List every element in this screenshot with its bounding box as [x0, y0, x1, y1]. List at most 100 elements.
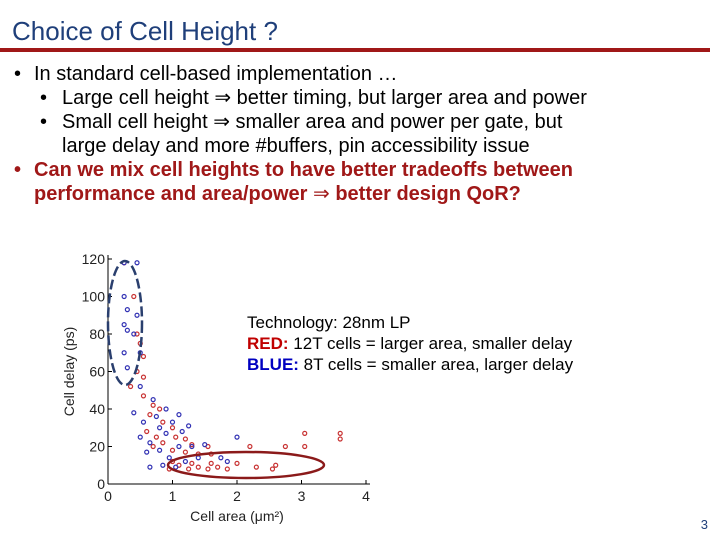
blue-series-point — [157, 425, 163, 431]
red-series-point — [337, 430, 343, 436]
blue-highlight-ellipse — [106, 259, 144, 387]
bullet-list: • In standard cell-based implementation … — [0, 62, 720, 206]
blue-series-point — [140, 419, 147, 425]
chart-marks — [121, 260, 343, 472]
technology-line: Technology: 28nm LP — [247, 313, 411, 332]
x-axis-label: Cell area (μm²) — [190, 508, 284, 524]
blue-series-point — [224, 458, 230, 465]
red-series-point — [189, 460, 195, 466]
blue-series-point — [176, 412, 182, 418]
red-series-point — [150, 402, 156, 408]
red-series-point — [169, 425, 176, 431]
red-series-point — [273, 462, 279, 468]
y-tick-label: 100 — [82, 289, 106, 305]
red-legend-line: RED: 12T cells = larger area, smaller de… — [247, 333, 573, 354]
red-series-point — [195, 464, 201, 470]
blue-series-point — [147, 440, 153, 446]
blue-series-point — [121, 293, 127, 300]
x-tick-label: 4 — [362, 488, 370, 504]
blue-legend-label: BLUE: — [247, 355, 299, 374]
red-series-point — [182, 449, 188, 455]
red-series-point — [160, 440, 166, 446]
blue-series-point — [179, 428, 185, 435]
blue-series-point — [153, 413, 159, 420]
blue-series-point — [124, 365, 130, 371]
implies-arrow-icon: ⇒ — [213, 111, 230, 133]
blue-series-point — [124, 307, 130, 313]
red-series-point — [127, 383, 134, 390]
red-series-point — [147, 412, 153, 418]
red-series-point — [173, 434, 179, 440]
x-tick-label: 2 — [233, 488, 241, 504]
blue-series-point — [121, 350, 127, 356]
bullet-1-1-post: better timing, but larger area and power — [236, 87, 587, 109]
y-tick-label: 60 — [89, 364, 105, 380]
scatter-chart: 0 1 2 3 4 0 20 40 60 80 100 120 Cell area (μm²) Cell … — [0, 240, 720, 540]
red-series-point — [169, 447, 176, 453]
blue-series-point — [131, 410, 137, 416]
red-series-point — [269, 466, 276, 472]
y-tick-label: 80 — [89, 326, 105, 342]
blue-series-point — [173, 464, 179, 470]
bullet-2-post: better design QoR? — [335, 183, 521, 205]
chart-highlight-ellipses — [106, 259, 326, 480]
blue-series-point — [163, 406, 169, 412]
x-tick-label: 1 — [169, 488, 177, 504]
red-series-point — [140, 353, 147, 360]
blue-series-point — [137, 383, 143, 390]
blue-series-point — [182, 458, 188, 465]
red-series-point — [247, 443, 253, 450]
bullet-1-text: In standard cell-based implementation … — [34, 63, 398, 85]
red-series-point — [186, 466, 192, 472]
red-series-point — [215, 464, 221, 470]
red-series-point — [224, 466, 230, 472]
blue-series-point — [131, 331, 137, 337]
bullet-2: • Can we mix cell heights to have better… — [0, 158, 720, 206]
bullet-2-pre: performance and area/power — [34, 183, 308, 205]
blue-series-point — [234, 434, 240, 440]
blue-series-point — [137, 434, 143, 440]
bullet-1-1-pre: Large cell height — [62, 87, 209, 109]
red-series-point — [234, 460, 240, 466]
technology-notes: Technology: 28nm LP RED: 12T cells = lar… — [247, 312, 573, 375]
bullet-1-2-line2: large delay and more #buffers, pin acces… — [62, 135, 530, 157]
y-tick-label: 40 — [89, 401, 105, 417]
blue-series-point — [147, 464, 153, 470]
bullet-1: • In standard cell-based implementation … — [0, 62, 720, 86]
bullet-1-2-pre: Small cell height — [62, 111, 208, 133]
red-series-point — [140, 374, 147, 380]
page-number: 3 — [700, 517, 708, 532]
red-series-point — [208, 460, 214, 466]
blue-series-point — [134, 312, 140, 318]
red-series-point — [302, 430, 308, 436]
blue-series-point — [176, 443, 182, 450]
red-series-point — [253, 464, 259, 470]
bullet-1-2-post: smaller area and power per gate, but — [235, 111, 563, 133]
red-series-point — [205, 466, 211, 472]
implies-arrow-icon: ⇒ — [313, 183, 330, 205]
red-legend-label: RED: — [247, 334, 289, 353]
y-tick-label: 0 — [97, 476, 105, 492]
x-tick-label: 3 — [298, 488, 306, 504]
slide-title: Choice of Cell Height ? — [12, 16, 278, 46]
blue-series-point — [186, 423, 192, 429]
y-axis-label: Cell delay (ps) — [61, 327, 77, 416]
red-legend-text: 12T cells = larger area, smaller delay — [288, 334, 573, 353]
blue-series-point — [166, 455, 172, 461]
bullet-1-2: • Small cell height ⇒ smaller area and p… — [0, 110, 720, 158]
y-tick-label: 20 — [89, 439, 105, 455]
blue-series-point — [160, 462, 166, 468]
red-series-point — [144, 428, 150, 435]
bullet-dot: • — [14, 159, 22, 181]
blue-series-point — [169, 419, 176, 425]
red-series-point — [189, 442, 195, 448]
blue-legend-text: 8T cells = smaller area, larger delay — [298, 355, 574, 374]
bullet-dot: • — [14, 63, 22, 85]
red-series-point — [282, 443, 288, 450]
red-series-point — [153, 434, 159, 440]
red-highlight-ellipse — [166, 450, 326, 480]
blue-series-point — [189, 443, 195, 450]
red-series-point — [150, 443, 156, 450]
bullet-dot: • — [40, 111, 48, 133]
